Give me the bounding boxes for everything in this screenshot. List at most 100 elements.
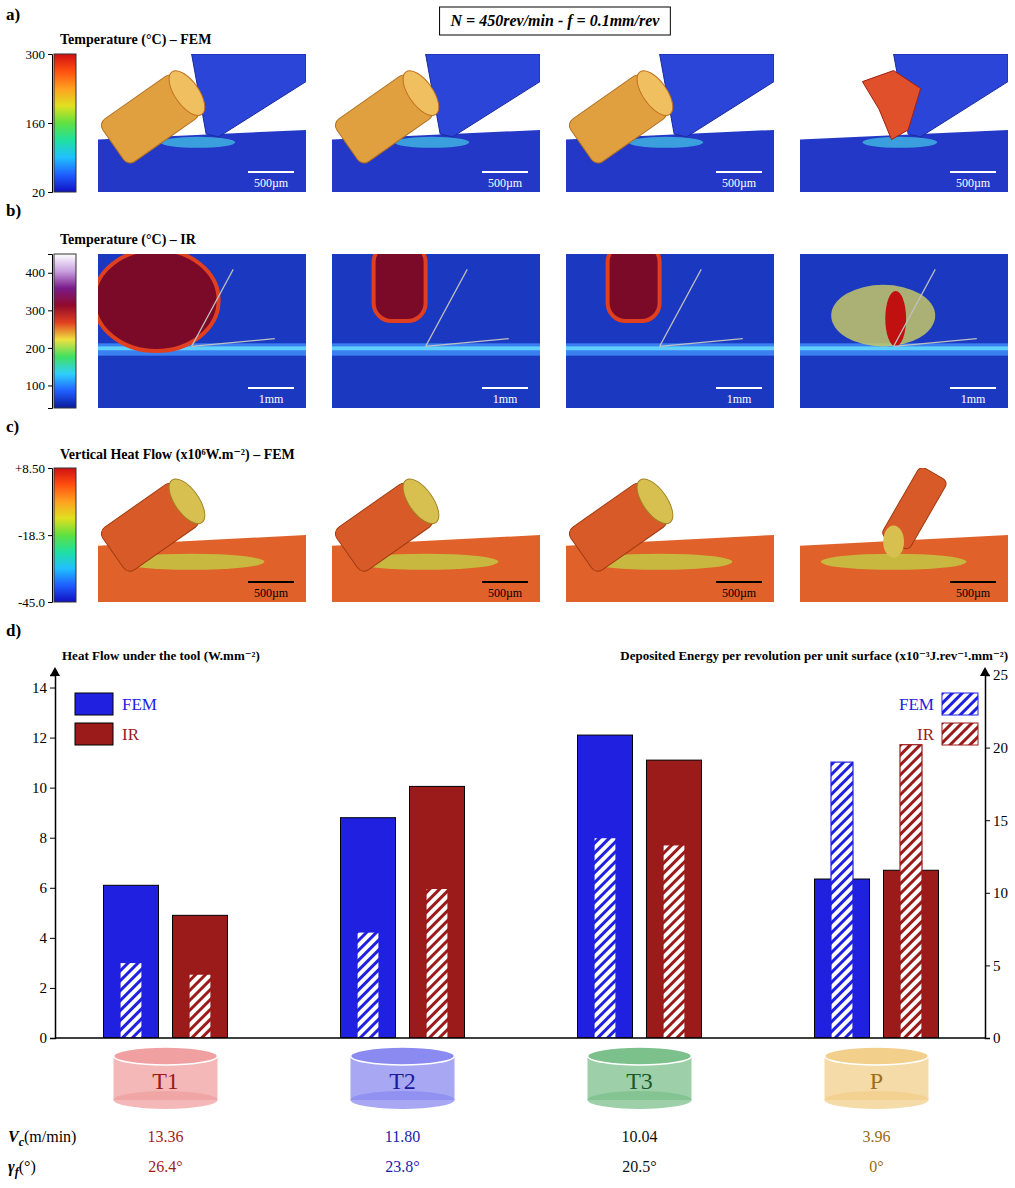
chip-end bbox=[630, 65, 679, 121]
colorbar-axis-line bbox=[48, 469, 53, 603]
image-content bbox=[98, 468, 306, 602]
y-tick-mark bbox=[50, 738, 55, 739]
panel-title: Temperature (°C) – IR bbox=[60, 232, 197, 248]
colorbar-tick-mark bbox=[48, 54, 52, 55]
colorbar-tick-mark bbox=[48, 602, 52, 603]
colorbar-tick-label: -18.3 bbox=[18, 528, 45, 543]
panel: a)Temperature (°C) – FEM20160300500µm500… bbox=[6, 5, 1008, 200]
row-value: 0° bbox=[869, 1158, 883, 1175]
y2-tick-label: 20 bbox=[993, 740, 1008, 756]
y2-tick-mark bbox=[985, 748, 990, 749]
chip-ir bbox=[374, 254, 426, 321]
frame-bg bbox=[800, 254, 1008, 408]
tool-edge bbox=[894, 269, 936, 346]
scale-bar-label: 1mm bbox=[727, 392, 752, 406]
hatched-bar bbox=[663, 845, 685, 1038]
legend-item: FEM bbox=[75, 693, 157, 715]
scale-bar-label: 500µm bbox=[488, 586, 523, 600]
y2-tick-label: 0 bbox=[993, 1030, 1001, 1046]
row-unit: (°) bbox=[19, 1158, 36, 1176]
image-frame: 1mm bbox=[332, 244, 540, 408]
row-value: 13.36 bbox=[148, 1128, 184, 1145]
colorbar-tick-mark bbox=[48, 348, 52, 349]
colorbar bbox=[54, 254, 76, 408]
y-axis-line bbox=[50, 676, 56, 1039]
y-tick-mark bbox=[50, 888, 55, 889]
y2-axis: 0510152025 bbox=[985, 667, 1008, 1046]
y-tick: 6 bbox=[40, 880, 56, 896]
y2-tick-label: 15 bbox=[993, 813, 1008, 829]
colorbar-tick: 100 bbox=[26, 378, 53, 393]
y-tick-mark bbox=[50, 938, 55, 939]
colorbar-tick: -18.3 bbox=[18, 528, 52, 543]
panel-letter: a) bbox=[6, 5, 20, 24]
y-tick-label: 14 bbox=[32, 680, 48, 696]
colorbar-tick: -45.0 bbox=[18, 595, 52, 610]
bar bbox=[173, 915, 228, 1038]
y2-tick-mark bbox=[985, 1038, 990, 1039]
colorbar-tick-label: 300 bbox=[26, 47, 46, 62]
y-tick: 4 bbox=[40, 930, 56, 946]
image-content bbox=[98, 54, 306, 192]
scale-bar-label: 500µm bbox=[722, 586, 757, 600]
y-tick: 14 bbox=[32, 680, 55, 696]
panel-letter: b) bbox=[6, 201, 21, 220]
axis-arrow bbox=[980, 667, 990, 676]
colorbar-axis: 100200300400 bbox=[26, 255, 53, 409]
y-tick-mark bbox=[50, 788, 55, 789]
scale-bar bbox=[248, 387, 294, 389]
scale-bar bbox=[482, 171, 528, 173]
y-tick: 0 bbox=[40, 1030, 56, 1046]
hot-line bbox=[800, 346, 1008, 350]
hatched-bar bbox=[594, 838, 616, 1038]
badge-top bbox=[588, 1047, 692, 1065]
panel: c)Vertical Heat Flow (x10⁶W.m⁻²) – FEM-4… bbox=[6, 417, 1008, 610]
badge-top bbox=[114, 1047, 218, 1065]
legend-swatch bbox=[75, 693, 113, 715]
row-value: 10.04 bbox=[622, 1128, 658, 1145]
scale-bar bbox=[482, 581, 528, 583]
colorbar-axis: 20160300 bbox=[26, 47, 53, 200]
hot-line bbox=[332, 346, 540, 350]
image-frame: 500µm bbox=[98, 468, 306, 602]
colorbar-tick-mark bbox=[48, 468, 52, 469]
heat-zone bbox=[394, 137, 469, 148]
row-value: 11.80 bbox=[385, 1128, 420, 1145]
hatched-bar bbox=[189, 974, 211, 1038]
scale-bar bbox=[950, 171, 996, 173]
heat-zone bbox=[160, 137, 235, 148]
scale-bar-label: 500µm bbox=[254, 586, 289, 600]
y-axis-title: Heat Flow under the tool (W.mm⁻²) bbox=[62, 648, 260, 663]
frame-bg bbox=[800, 54, 1008, 192]
scale-bar-label: 500µm bbox=[956, 586, 991, 600]
panel: b)Temperature (°C) – IR1002003004001mm1m… bbox=[6, 201, 1008, 409]
colorbar-tick-label: 160 bbox=[26, 116, 46, 131]
y2-tick-mark bbox=[985, 965, 990, 966]
y2-axis-title: Deposited Energy per revolution per unit… bbox=[620, 648, 1008, 663]
colorbar-tick: +8.50 bbox=[15, 461, 52, 476]
panel-letter: c) bbox=[6, 417, 19, 436]
legend-item: FEM bbox=[899, 693, 978, 715]
tool bbox=[660, 54, 774, 137]
chip-ir bbox=[608, 254, 660, 321]
bars bbox=[104, 735, 939, 1038]
bar bbox=[341, 818, 396, 1038]
scale-bar bbox=[716, 387, 762, 389]
y2-tick-mark bbox=[985, 893, 990, 894]
axis-arrow bbox=[50, 667, 60, 676]
scale-bar-label: 1mm bbox=[961, 392, 986, 406]
y2-tick-mark bbox=[985, 820, 990, 821]
header: N = 450rev/min - f = 0.1mm/rev bbox=[440, 7, 671, 35]
tool-edge bbox=[894, 339, 977, 347]
image-frame: 1mm bbox=[94, 249, 306, 408]
colorbar-axis-line bbox=[48, 255, 53, 409]
category-badge: T2 bbox=[351, 1047, 455, 1109]
legend-item: IR bbox=[917, 723, 978, 745]
y2-tick: 15 bbox=[985, 813, 1008, 829]
legend-swatch bbox=[942, 723, 978, 745]
scale-bar bbox=[482, 387, 528, 389]
y-tick-label: 4 bbox=[40, 930, 48, 946]
y2-tick-label: 10 bbox=[993, 885, 1008, 901]
y-tick: 10 bbox=[32, 780, 55, 796]
chip-end bbox=[396, 473, 445, 529]
